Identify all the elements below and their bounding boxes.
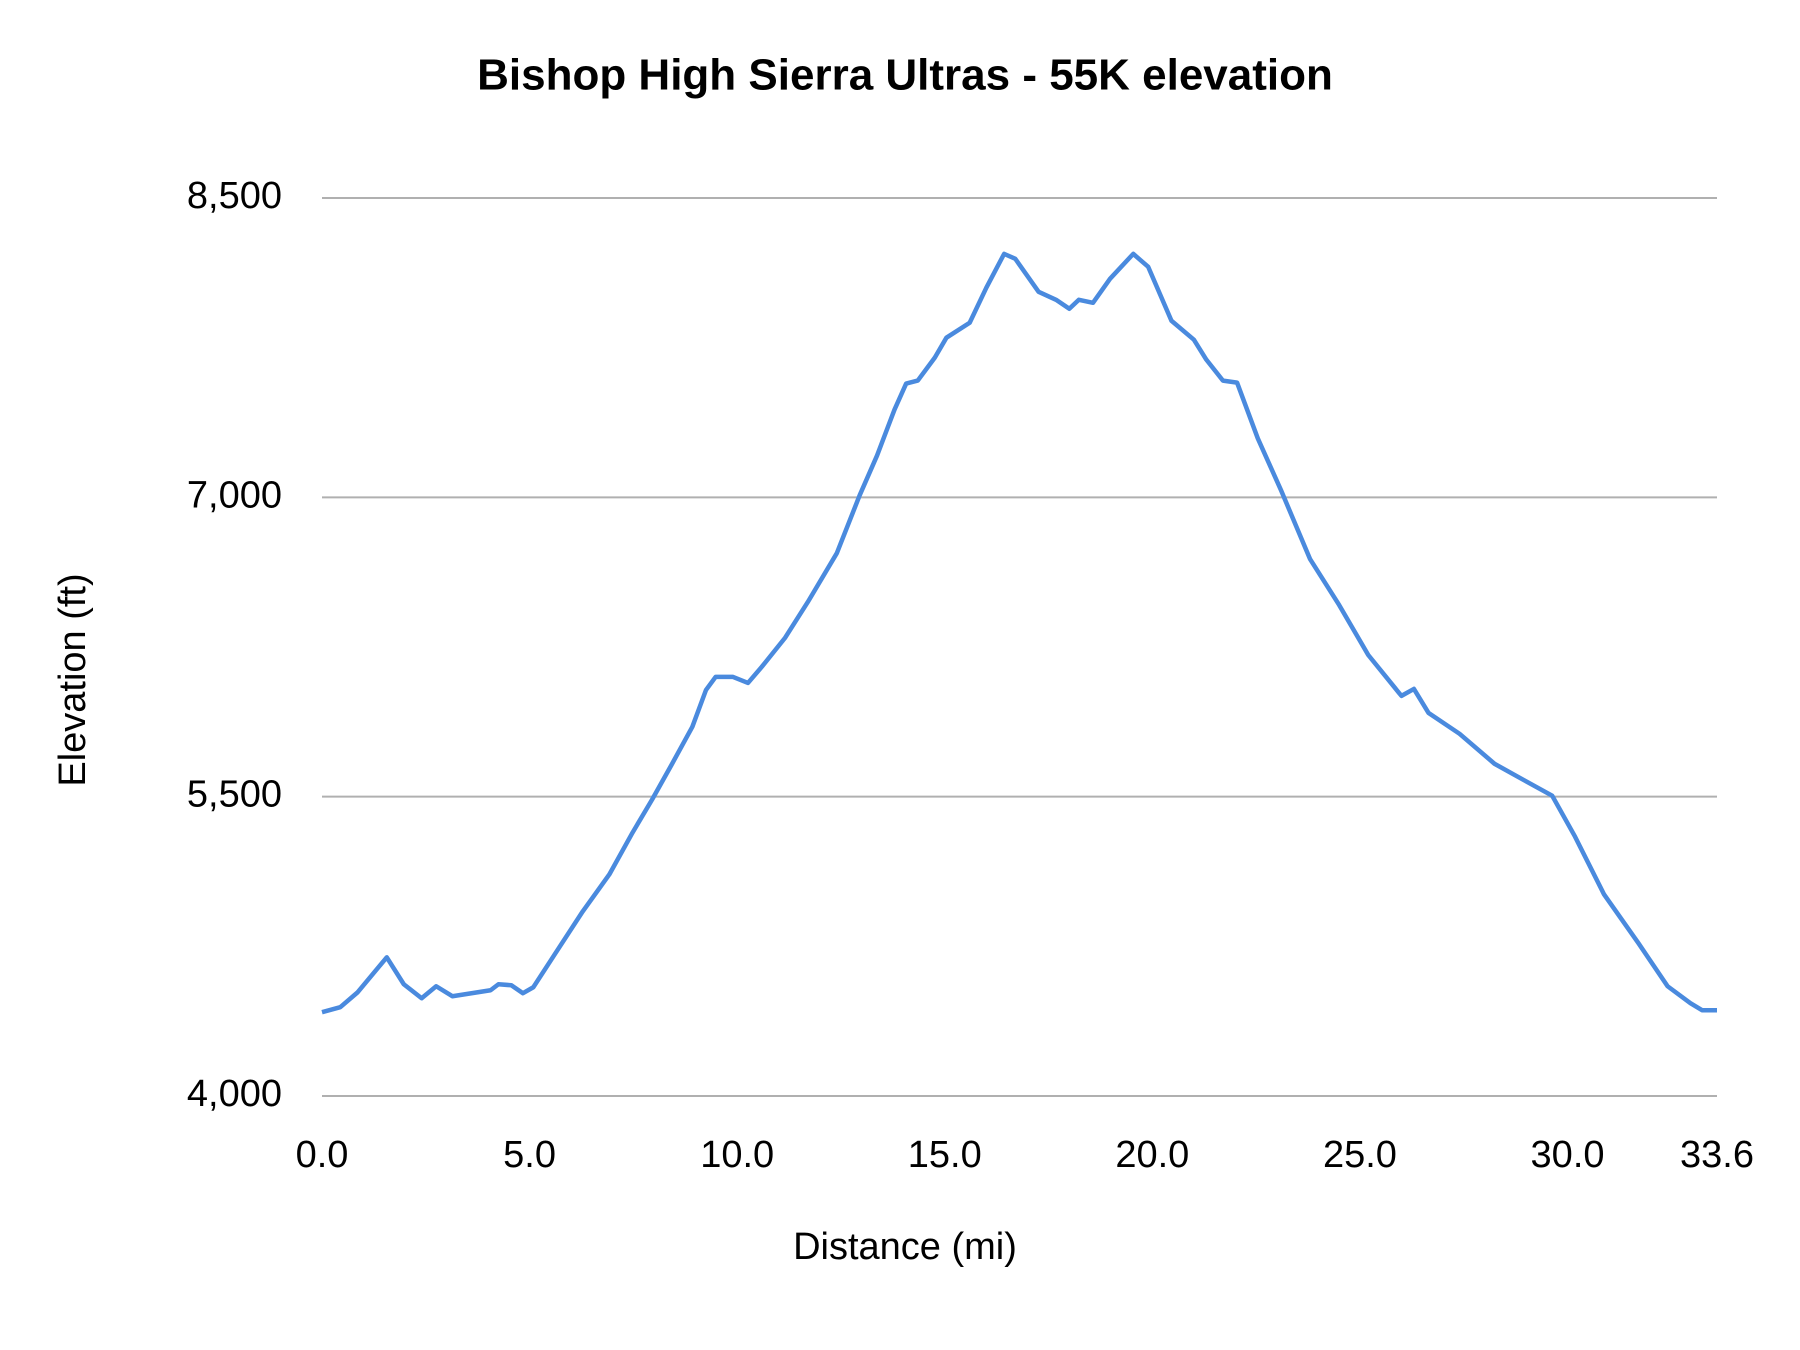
x-tick-label: 25.0 [1323, 1134, 1397, 1176]
y-tick-label: 7,000 [187, 474, 282, 516]
line-series [321, 251, 1717, 1015]
x-axis-label: Distance (mi) [793, 1226, 1017, 1268]
chart-title: Bishop High Sierra Ultras - 55K elevatio… [477, 51, 1333, 100]
y-tick-label: 8,500 [187, 175, 282, 217]
x-tick-label: 33.6 [1680, 1134, 1754, 1176]
x-tick-label: 0.0 [296, 1134, 349, 1176]
y-tick-label: 5,500 [187, 774, 282, 816]
y-axis-label: Elevation (ft) [52, 573, 94, 786]
x-tick-label: 30.0 [1531, 1134, 1605, 1176]
x-tick-label: 5.0 [503, 1134, 556, 1176]
x-tick-label: 15.0 [908, 1134, 982, 1176]
x-tick-label: 20.0 [1115, 1134, 1189, 1176]
y-tick-label: 4,000 [187, 1073, 282, 1115]
x-tick-label: 10.0 [700, 1134, 774, 1176]
